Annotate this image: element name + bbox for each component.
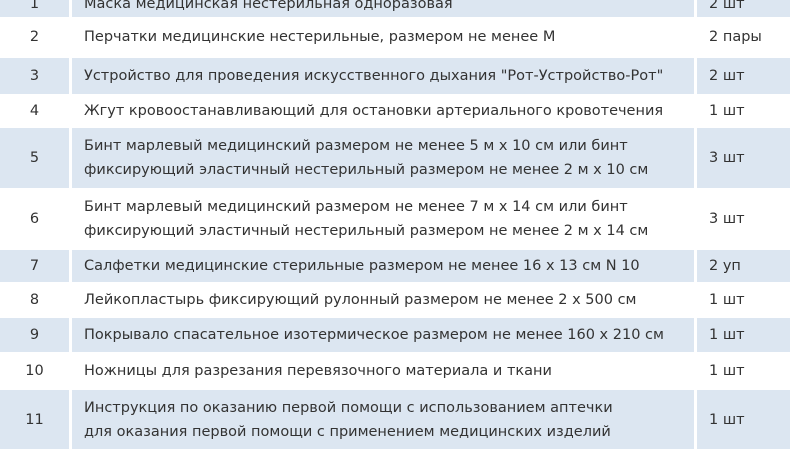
row-number-cell: 2 xyxy=(0,18,69,56)
item-name-cell: Инструкция по оказанию первой помощи с и… xyxy=(72,390,694,449)
item-name-cell: Перчатки медицинские нестерильные, разме… xyxy=(72,18,694,56)
item-name-cell: Ножницы для разрезания перевязочного мат… xyxy=(72,354,694,388)
row-number-cell: 10 xyxy=(0,354,69,388)
item-name-cell: Бинт марлевый медицинский размером не ме… xyxy=(72,128,694,188)
item-quantity-cell: 2 шт xyxy=(697,0,790,17)
item-name-cell: Бинт марлевый медицинский размером не ме… xyxy=(72,190,694,248)
item-quantity-cell: 2 шт xyxy=(697,58,790,94)
row-number: 2 xyxy=(29,29,40,45)
row-number-cell: 8 xyxy=(0,284,69,316)
row-number: 3 xyxy=(29,68,40,84)
item-quantity-cell: 3 шт xyxy=(697,190,790,248)
item-quantity-cell: 1 шт xyxy=(697,354,790,388)
item-quantity: 3 шт xyxy=(709,211,745,227)
item-name: Лейкопластырь фиксирующий рулонный разме… xyxy=(84,292,637,308)
item-quantity: 1 шт xyxy=(709,103,745,119)
row-number: 10 xyxy=(25,363,44,379)
row-number-cell: 4 xyxy=(0,96,69,126)
item-quantity-cell: 1 шт xyxy=(697,390,790,449)
item-quantity: 1 шт xyxy=(709,292,745,308)
row-number: 4 xyxy=(29,103,40,119)
item-name-cell: Устройство для проведения искусственного… xyxy=(72,58,694,94)
item-name: фиксирующий эластичный нестерильный разм… xyxy=(84,162,649,178)
item-name-cell: Салфетки медицинские стерильные размером… xyxy=(72,250,694,282)
item-name: Ножницы для разрезания перевязочного мат… xyxy=(84,363,552,379)
row-number: 9 xyxy=(29,327,40,343)
item-name-cell: Маска медицинская нестерильная одноразов… xyxy=(72,0,694,17)
item-name: Инструкция по оказанию первой помощи с и… xyxy=(84,400,613,416)
row-number: 11 xyxy=(25,412,44,428)
item-quantity: 2 шт xyxy=(709,68,745,84)
item-name: Устройство для проведения искусственного… xyxy=(84,68,664,84)
row-number: 7 xyxy=(29,258,40,274)
row-number-cell: 1 xyxy=(0,0,69,17)
row-number-cell: 3 xyxy=(0,58,69,94)
item-name: Бинт марлевый медицинский размером не ме… xyxy=(84,199,628,215)
row-number-cell: 11 xyxy=(0,390,69,449)
item-name: Жгут кровоостанавливающий для остановки … xyxy=(84,103,664,119)
item-quantity-cell: 1 шт xyxy=(697,284,790,316)
row-number: 5 xyxy=(29,150,40,166)
item-quantity: 2 уп xyxy=(709,258,741,274)
item-quantity: 1 шт xyxy=(709,327,745,343)
item-quantity-cell: 2 пары xyxy=(697,18,790,56)
item-quantity: 1 шт xyxy=(709,412,745,428)
row-number: 6 xyxy=(29,211,40,227)
item-name-cell: Жгут кровоостанавливающий для остановки … xyxy=(72,96,694,126)
item-name: Покрывало спасательное изотермическое ра… xyxy=(84,327,664,343)
row-number-cell: 5 xyxy=(0,128,69,188)
item-name-cell: Покрывало спасательное изотермическое ра… xyxy=(72,318,694,352)
item-name: Перчатки медицинские нестерильные, разме… xyxy=(84,29,556,45)
item-name: Салфетки медицинские стерильные размером… xyxy=(84,258,640,274)
row-number-cell: 7 xyxy=(0,250,69,282)
item-quantity-cell: 1 шт xyxy=(697,96,790,126)
row-number-cell: 6 xyxy=(0,190,69,248)
item-name: Маска медицинская нестерильная одноразов… xyxy=(84,0,453,12)
item-quantity-cell: 2 уп xyxy=(697,250,790,282)
item-quantity: 2 пары xyxy=(709,29,762,45)
item-quantity-cell: 3 шт xyxy=(697,128,790,188)
item-name: для оказания первой помощи с применением… xyxy=(84,424,611,440)
item-quantity: 3 шт xyxy=(709,150,745,166)
item-name: фиксирующий эластичный нестерильный разм… xyxy=(84,223,649,239)
item-quantity: 1 шт xyxy=(709,363,745,379)
row-number: 8 xyxy=(29,292,40,308)
item-name: Бинт марлевый медицинский размером не ме… xyxy=(84,138,628,154)
item-quantity-cell: 1 шт xyxy=(697,318,790,352)
item-name-cell: Лейкопластырь фиксирующий рулонный разме… xyxy=(72,284,694,316)
row-number: 1 xyxy=(29,0,40,12)
row-number-cell: 9 xyxy=(0,318,69,352)
item-quantity: 2 шт xyxy=(709,0,745,12)
